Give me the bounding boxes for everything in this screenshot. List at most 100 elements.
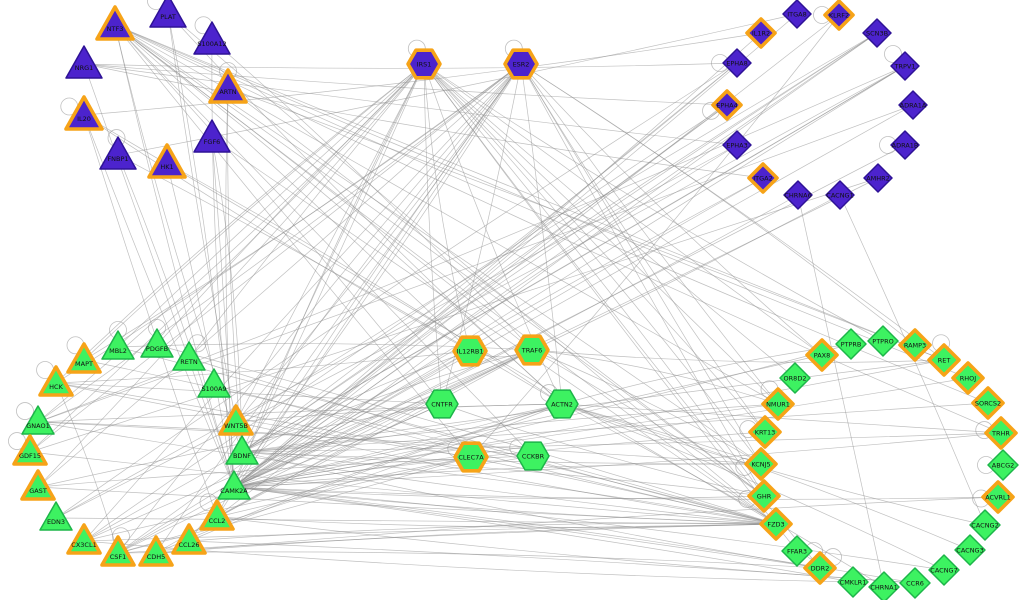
node-RET[interactable]: RET <box>927 343 961 377</box>
node-PAX8[interactable]: PAX8 <box>805 338 839 372</box>
node-CNTFR[interactable]: CNTFR <box>425 389 459 419</box>
node-IL12RB1[interactable]: IL12RB1 <box>452 335 488 367</box>
node-CHRNA6[interactable]: CHRNA6 <box>783 180 813 210</box>
node-ITGA2[interactable]: ITGA2 <box>747 162 779 194</box>
node-S100A12[interactable]: S100A12 <box>193 21 231 55</box>
edge-ACTN2-CHRNA1 <box>561 403 885 588</box>
node-FGF6[interactable]: FGF6 <box>193 119 231 153</box>
node-PLAT[interactable]: PLAT <box>149 0 187 28</box>
diamond-shape-icon <box>954 534 986 566</box>
node-CACNG3[interactable]: CACNG3 <box>954 534 986 566</box>
node-CLEC7A[interactable]: CLEC7A <box>453 441 489 473</box>
edge-ESR2-PAX8 <box>520 63 823 356</box>
node-KLRF2[interactable]: KLRF2 <box>823 0 855 31</box>
triangle-shape-icon <box>193 21 231 55</box>
node-TRAF6[interactable]: TRAF6 <box>514 334 550 366</box>
node-RHOJ[interactable]: RHOJ <box>951 361 985 395</box>
edge-BDNF-TRHR <box>241 432 1002 453</box>
edge-IRS1-PAX8 <box>423 63 823 356</box>
edge-ACTN2-CCL26 <box>188 403 563 542</box>
diamond-shape-icon <box>867 325 899 357</box>
node-ESR2[interactable]: ESR2 <box>503 48 539 80</box>
node-ITGA8[interactable]: ITGA8 <box>782 0 812 29</box>
edge-AMHR2-GDF15 <box>29 177 879 453</box>
edge-CAMK2A-NTF3 <box>114 24 235 488</box>
node-IRS1[interactable]: IRS1 <box>406 48 442 80</box>
triangle-shape-icon <box>38 365 74 397</box>
edge-IRS1-PDGFB <box>156 63 425 346</box>
edge-BDNF-DDR2 <box>241 451 821 569</box>
node-IL20[interactable]: IL20 <box>64 95 104 131</box>
edge-CHRNA6-CHRNA1 <box>797 194 885 588</box>
node-CX3CL1[interactable]: CX3CL1 <box>66 523 102 555</box>
node-PTPRB[interactable]: PTPRB <box>835 328 867 360</box>
node-EPHA4[interactable]: EPHA4 <box>711 89 743 121</box>
node-CMKLR1[interactable]: CMKLR1 <box>837 566 869 598</box>
node-RAMP3[interactable]: RAMP3 <box>898 328 932 362</box>
edge-CAMK2A-TRHR <box>233 432 1002 488</box>
node-GNAO1[interactable]: GNAO1 <box>21 405 55 435</box>
diamond-shape-icon <box>748 415 782 449</box>
edge-CAMK2A-TRPV1 <box>233 65 906 488</box>
edge-IL12RB1-IL20 <box>83 114 471 352</box>
node-HK1[interactable]: HK1 <box>147 143 187 179</box>
edge-EPHA4-CX3CL1 <box>83 104 728 542</box>
edge-EPHA8-EDN3 <box>55 62 738 519</box>
hexagon-shape-icon <box>514 334 550 366</box>
node-SORCS2[interactable]: SORCS2 <box>971 386 1005 420</box>
node-GDF15[interactable]: GDF15 <box>12 434 48 466</box>
node-CACNG1[interactable]: CACNG1 <box>825 180 855 210</box>
node-NTF3[interactable]: NTF3 <box>95 5 135 41</box>
node-ADRA1B[interactable]: ADRA1B <box>890 130 920 160</box>
node-EPHA8[interactable]: EPHA8 <box>722 48 752 78</box>
node-CACNG2[interactable]: CACNG2 <box>969 509 1001 541</box>
edge-IRS1-GDF15 <box>29 63 425 453</box>
node-CACNG7[interactable]: CACNG7 <box>928 554 960 586</box>
edge-BDNF-NMUR1 <box>241 403 779 453</box>
edge-IRS1-GNAO1 <box>37 63 425 423</box>
diamond-shape-icon <box>951 361 985 395</box>
diamond-shape-icon <box>928 554 960 586</box>
node-PTPRO[interactable]: PTPRO <box>867 325 899 357</box>
edge-EPHA3-EDN3 <box>55 144 738 519</box>
node-IL1R2[interactable]: IL1R2 <box>745 17 777 49</box>
edge-CNTFR-CCL2 <box>216 403 443 518</box>
node-ABCG2[interactable]: ABCG2 <box>987 449 1019 481</box>
diamond-shape-icon <box>722 48 752 78</box>
edge-FZD3-MAPT <box>83 359 777 525</box>
diamond-shape-icon <box>890 130 920 160</box>
edge-FZD3-GDF15 <box>29 451 777 525</box>
node-CSF1[interactable]: CSF1 <box>100 535 136 567</box>
node-ACTN2[interactable]: ACTN2 <box>545 389 579 419</box>
edge-IRS1-NMUR1 <box>423 63 779 405</box>
edge-ACTN2-TRHR <box>561 403 1002 434</box>
diamond-shape-icon <box>984 416 1018 450</box>
node-ACVRL1[interactable]: ACVRL1 <box>981 480 1015 514</box>
edge-IRS1-MAPT <box>83 63 425 361</box>
triangle-shape-icon <box>100 535 136 567</box>
node-NRG1[interactable]: NRG1 <box>65 45 103 79</box>
node-ADRA1A[interactable]: ADRA1A <box>898 90 928 120</box>
edge-CAMK2A-IL12RB1 <box>233 350 471 488</box>
node-RETN[interactable]: RETN <box>172 341 206 371</box>
node-FNBP1[interactable]: FNBP1 <box>99 136 137 170</box>
node-OR8D2[interactable]: OR8D2 <box>779 362 811 394</box>
edge-SCN3B-CSF1 <box>117 32 878 554</box>
triangle-shape-icon <box>197 368 231 398</box>
node-KRT13[interactable]: KRT13 <box>748 415 782 449</box>
node-GHR[interactable]: GHR <box>747 479 781 513</box>
triangle-shape-icon <box>218 404 254 436</box>
node-CCKBR[interactable]: CCKBR <box>516 441 550 471</box>
node-TRHR[interactable]: TRHR <box>984 416 1018 450</box>
node-FZD3[interactable]: FZD3 <box>759 507 793 541</box>
diamond-shape-icon <box>779 362 811 394</box>
node-SCN3B[interactable]: SCN3B <box>862 18 892 48</box>
node-AMHR2[interactable]: AMHR2 <box>863 163 893 193</box>
node-CCR6[interactable]: CCR6 <box>899 567 931 599</box>
triangle-shape-icon <box>21 405 55 435</box>
node-EDN3[interactable]: EDN3 <box>39 501 73 531</box>
diamond-shape-icon <box>862 18 892 48</box>
node-DDR2[interactable]: DDR2 <box>803 551 837 585</box>
node-CCL2[interactable]: CCL2 <box>199 499 235 531</box>
node-TRPV1[interactable]: TRPV1 <box>890 51 920 81</box>
